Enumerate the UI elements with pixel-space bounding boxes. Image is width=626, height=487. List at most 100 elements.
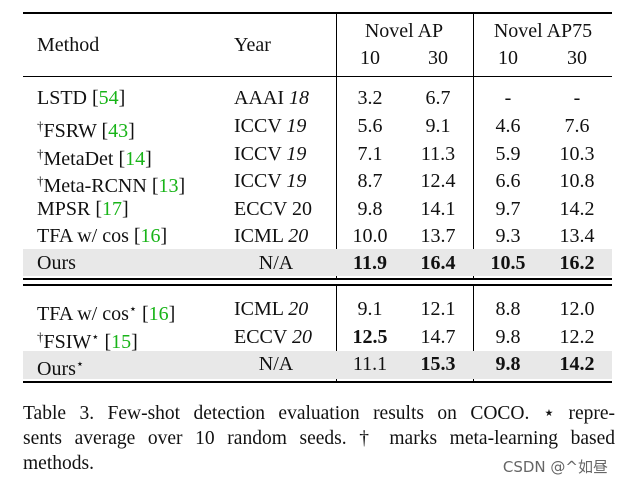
dagger-mark: † (37, 329, 44, 344)
column-divider-ap (336, 14, 337, 278)
value-cell: 13.4 (559, 225, 595, 247)
value-cell: 9.8 (357, 198, 383, 220)
venue-label: ICML (234, 298, 289, 320)
method-label: MPSR [ (37, 198, 103, 220)
column-divider-ap75 (473, 14, 474, 278)
venue-year: 20 (288, 298, 309, 320)
header-method: Method (37, 34, 100, 56)
caption-line-3: methods. (23, 453, 94, 474)
year-cell: ECCV 20 (234, 197, 312, 221)
method-label: TFA w/ cos [ (37, 225, 141, 247)
value-cell: 4.6 (495, 115, 521, 137)
method-label: Meta-RCNN [ (43, 175, 159, 197)
value-cell: 8.8 (495, 298, 521, 320)
value-cell: 14.1 (420, 198, 456, 220)
value-cell: 9.8 (495, 326, 521, 348)
year-cell: N/A (259, 251, 293, 275)
citation-link: 13 (158, 175, 179, 197)
caption-line-1: Table 3. Few-shot detection evaluation r… (23, 403, 615, 424)
value-cell: 8.7 (357, 170, 383, 192)
method-name: †FSRW [43] (37, 114, 135, 143)
venue-label: ICCV (234, 115, 287, 137)
star-mark: ⋆ (75, 356, 85, 371)
value-cell: 6.7 (425, 87, 451, 109)
value-cell: 13.7 (420, 225, 456, 247)
value-cell: 10.0 (352, 225, 388, 247)
header-shot-10-ap: 10 (360, 47, 380, 69)
value-cell: 12.4 (420, 170, 456, 192)
value-cell: 14.2 (559, 353, 595, 375)
cite-close: ] (128, 120, 135, 142)
value-cell: 11.1 (352, 353, 388, 375)
value-cell: 9.7 (495, 198, 521, 220)
method-name: MPSR [17] (37, 197, 129, 221)
year-cell: N/A (259, 352, 293, 376)
citation-link: 14 (125, 148, 146, 170)
value-cell: 9.1 (425, 115, 451, 137)
venue-year: 20 (291, 198, 312, 220)
caption-line-2: sents average over 10 random seeds. † ma… (23, 428, 615, 449)
cite-close: ] (122, 198, 129, 220)
value-cell: 12.5 (352, 326, 388, 348)
value-cell: 12.2 (559, 326, 595, 348)
dagger-mark: † (37, 173, 44, 188)
citation-link: 16 (148, 303, 169, 325)
header-shot-30-ap: 30 (428, 47, 448, 69)
venue-label: ECCV (234, 326, 292, 348)
value-cell: 9.1 (357, 298, 383, 320)
value-cell: 14.7 (420, 326, 456, 348)
value-cell: 16.4 (420, 252, 456, 274)
cite-open: [ (99, 331, 112, 353)
value-cell: 12.0 (559, 298, 595, 320)
venue-year: 19 (286, 143, 307, 165)
value-cell: 11.9 (353, 252, 387, 274)
venue-year: 18 (289, 87, 309, 109)
column-divider-ap-lower (336, 286, 337, 381)
venue-label: ICCV (234, 170, 287, 192)
value-cell: 5.9 (495, 143, 521, 165)
dagger-mark: † (37, 146, 44, 161)
value-cell: 10.3 (559, 143, 595, 165)
venue-year: 19 (286, 170, 307, 192)
year-cell: ICML 20 (234, 224, 308, 248)
venue-label: ICML (234, 225, 289, 247)
value-cell: 10.5 (490, 252, 526, 274)
method-name: Ours (37, 251, 76, 275)
value-cell: - (504, 87, 512, 109)
value-cell: 9.3 (495, 225, 521, 247)
venue-label: ECCV (234, 198, 292, 220)
section-double-rule-top (23, 278, 612, 280)
star-mark: ⋆ (128, 301, 137, 316)
method-label: FSIW (43, 331, 92, 353)
cite-open: [ (137, 303, 149, 325)
value-cell: 12.1 (420, 298, 456, 320)
method-label: Ours (37, 358, 76, 380)
star-mark: ⋆ (91, 329, 100, 344)
value-cell: 9.8 (495, 353, 521, 375)
value-cell: 5.6 (357, 115, 383, 137)
year-cell: ICCV 19 (234, 114, 306, 138)
header-novel-ap75: Novel AP75 (493, 20, 593, 42)
method-name: †FSIW⋆ [15] (37, 325, 138, 354)
header-shot-30-ap75: 30 (567, 47, 587, 69)
year-cell: ICCV 19 (234, 169, 306, 193)
venue-year: 20 (291, 326, 312, 348)
venue-label: N/A (258, 353, 294, 375)
cite-close: ] (160, 225, 168, 247)
method-label: MetaDet [ (43, 148, 126, 170)
header-novel-ap: Novel AP (364, 20, 444, 42)
method-label: TFA w/ cos (37, 303, 129, 325)
method-name: LSTD [54] (37, 86, 125, 110)
method-name: TFA w/ cos⋆ [16] (37, 297, 175, 326)
dagger-mark: † (37, 118, 44, 133)
method-name: †MetaDet [14] (37, 142, 152, 171)
citation-link: 43 (108, 120, 129, 142)
top-rule (23, 12, 612, 14)
method-name: TFA w/ cos [16] (37, 224, 167, 248)
venue-label: N/A (258, 252, 294, 274)
value-cell: - (573, 87, 581, 109)
value-cell: 10.8 (559, 170, 595, 192)
ours-row-highlight (23, 249, 612, 276)
year-cell: AAAI 18 (234, 86, 309, 110)
venue-label: ICCV (234, 143, 287, 165)
